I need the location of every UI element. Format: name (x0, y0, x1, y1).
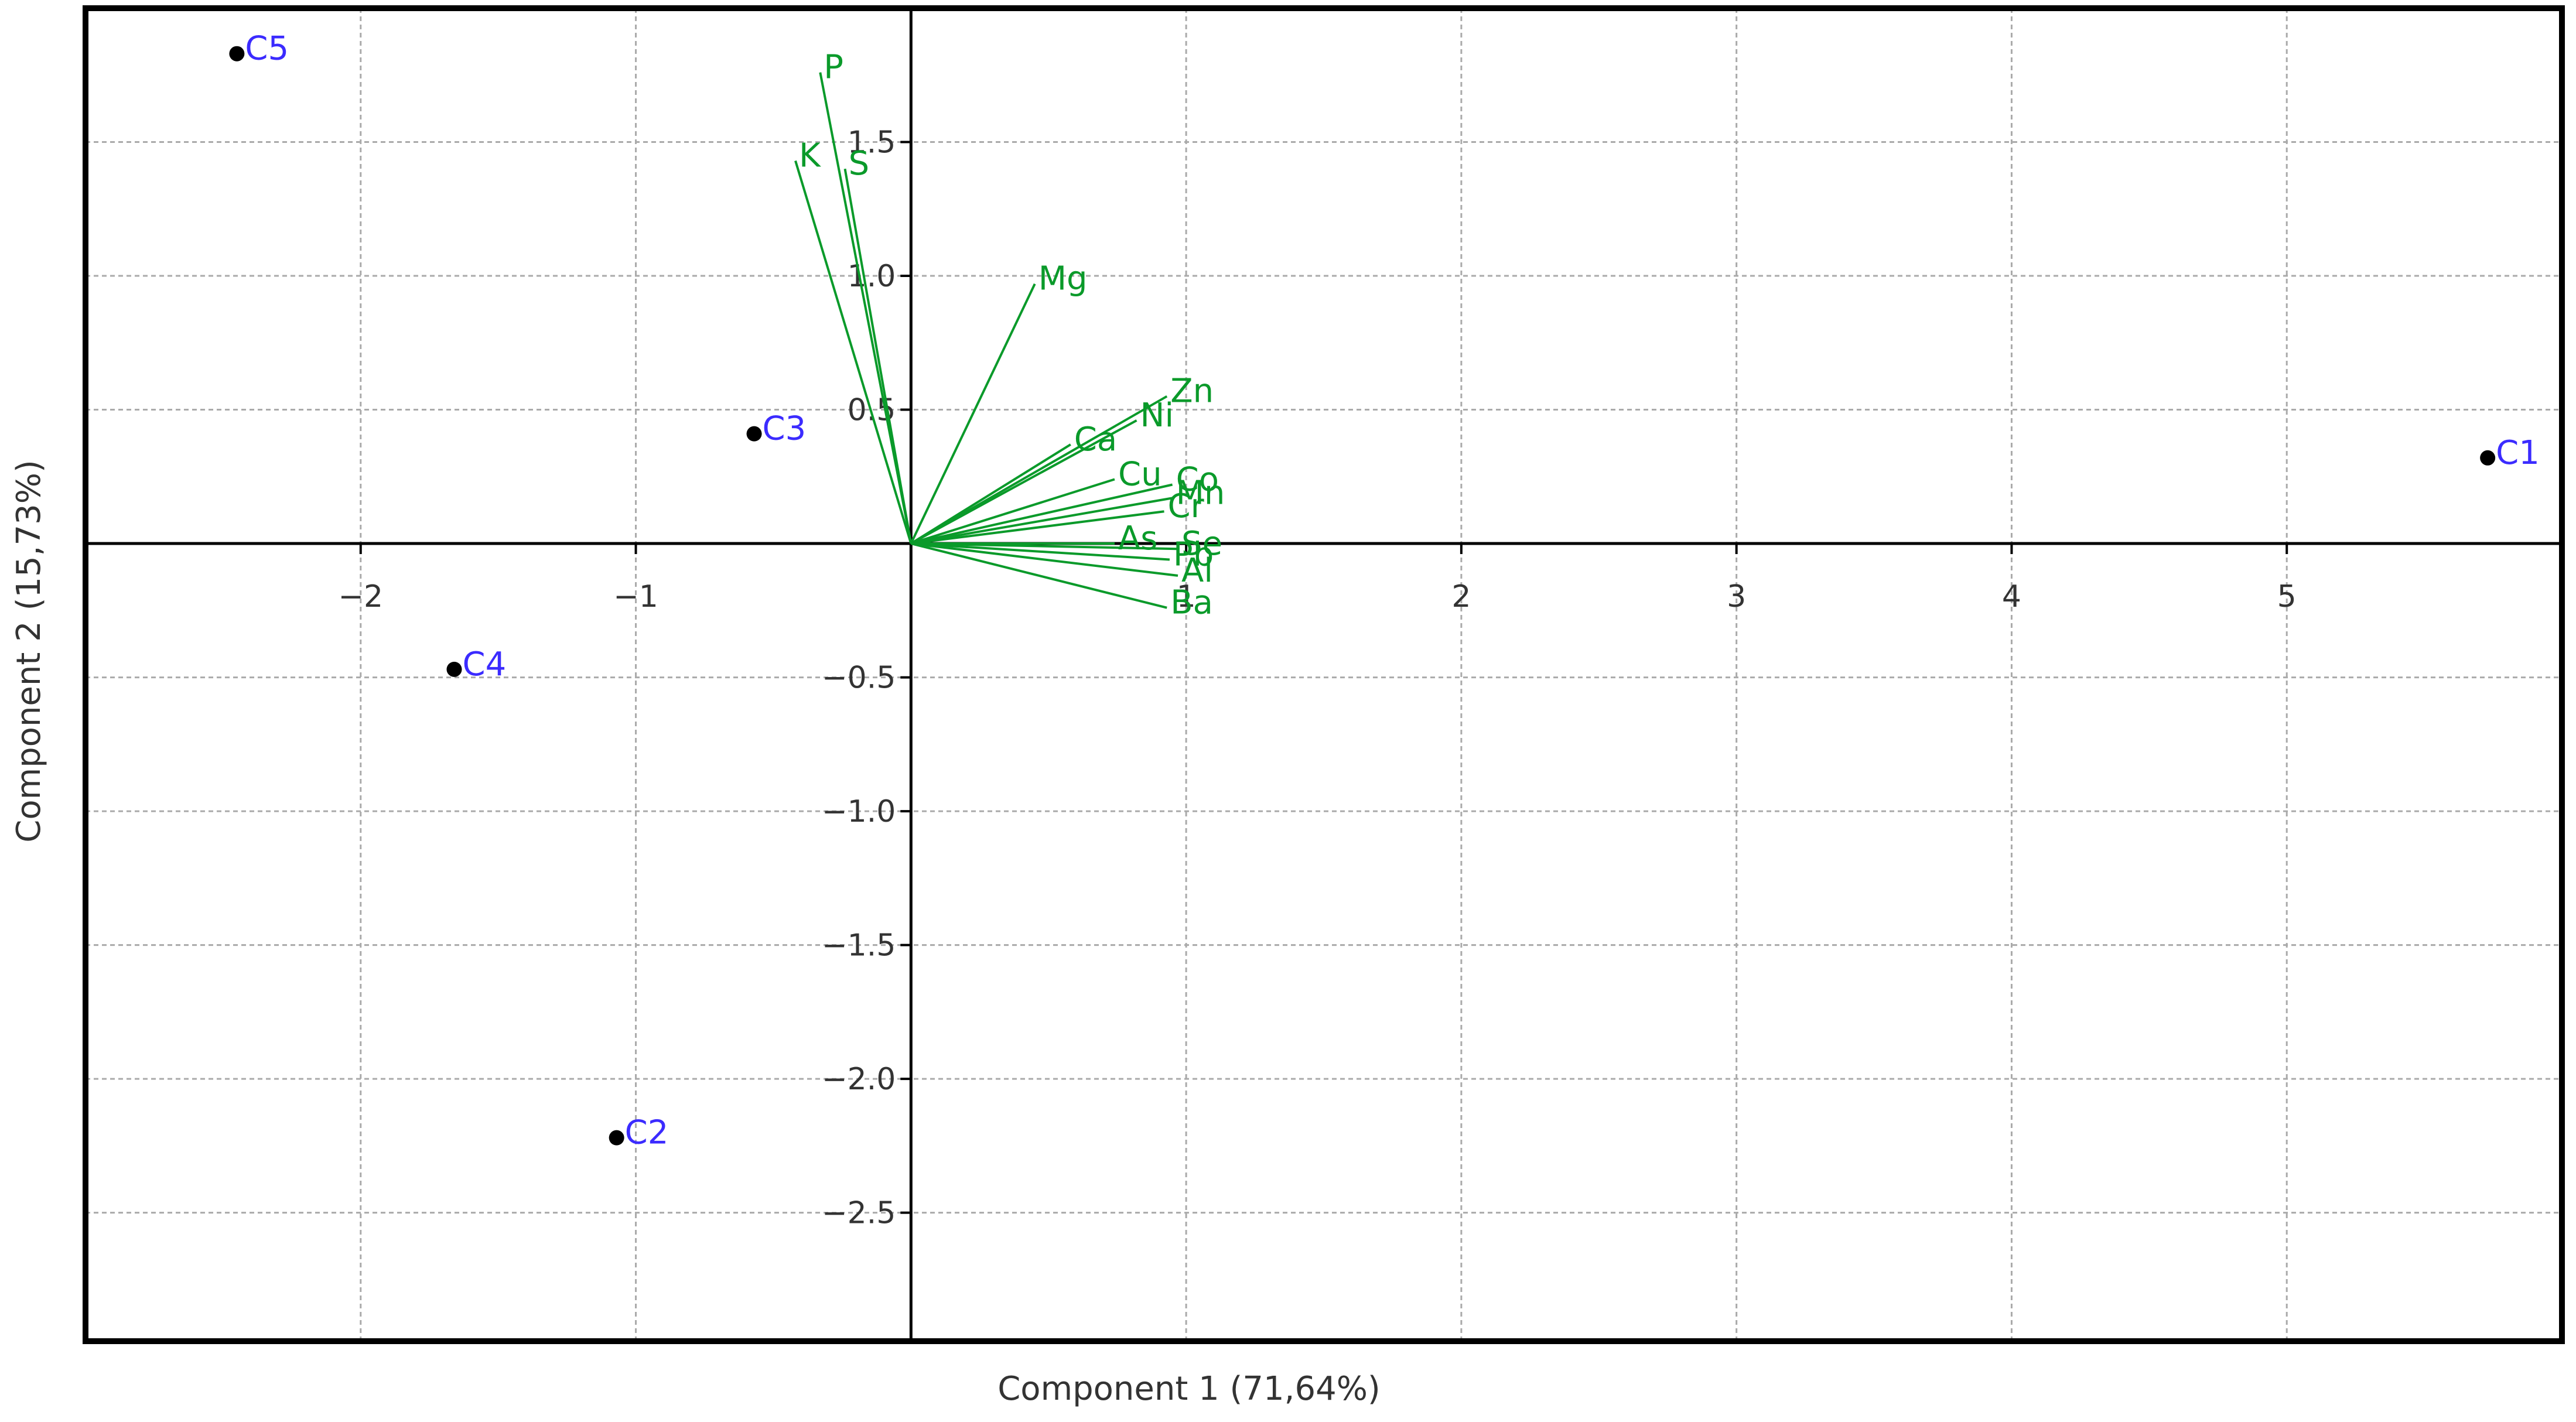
loading-label-as: As (1118, 519, 1157, 558)
loading-label-s: S (849, 145, 870, 183)
x-tick-label: 5 (2277, 579, 2297, 614)
x-tick-label: 3 (1727, 579, 1746, 614)
x-tick-label: 2 (1451, 579, 1471, 614)
y-tick-label: −2.0 (822, 1062, 896, 1097)
observation-point-c4 (446, 661, 462, 677)
observation-label-c1: C1 (2496, 434, 2540, 472)
loading-label-ni: Ni (1140, 396, 1174, 435)
loading-label-cr: Cr (1168, 487, 1205, 525)
observation-point-c3 (746, 426, 762, 442)
loading-label-zn: Zn (1170, 372, 1214, 411)
x-tick-label: 1 (1177, 579, 1196, 614)
y-tick-label: −0.5 (822, 661, 896, 696)
observation-point-c1 (2480, 450, 2496, 466)
y-tick-label: 1.0 (848, 259, 896, 294)
loading-vector-s (843, 168, 913, 544)
loading-label-k: K (799, 137, 821, 175)
loading-label-cu: Cu (1118, 455, 1162, 493)
x-tick-label: 4 (2002, 579, 2021, 614)
x-axis-title: Component 1 (71,64%) (997, 1370, 1381, 1408)
observation-point-c5 (229, 46, 245, 61)
loading-vector-cr (911, 510, 1164, 545)
plot-frame (83, 5, 2565, 1344)
y-tick-label: 1.5 (848, 125, 896, 160)
observation-point-c2 (609, 1130, 624, 1146)
loading-label-al: Al (1181, 552, 1213, 590)
loading-vector-k (794, 160, 913, 544)
loading-label-se: Se (1181, 525, 1222, 563)
loading-label-co: Co (1176, 461, 1219, 499)
loading-label-mg: Mg (1038, 260, 1088, 298)
x-tick-label: −2 (338, 579, 383, 614)
loading-vector-pb (911, 542, 1170, 561)
observation-label-c2: C2 (625, 1114, 669, 1152)
loading-label-pb: Pb (1173, 535, 1214, 573)
loading-label-ba: Ba (1170, 584, 1213, 622)
loading-vector-mn (910, 497, 1173, 545)
loading-vector-co (910, 483, 1173, 545)
axes-layer (86, 8, 2562, 1341)
grid-layer (86, 8, 2562, 1341)
loading-label-p: P (824, 49, 843, 87)
loading-vector-ba (910, 542, 1167, 609)
loading-vector-ca (910, 443, 1071, 545)
observation-label-c3: C3 (763, 410, 807, 448)
loading-vector-ni (910, 419, 1137, 545)
loading-vector-cu (910, 478, 1115, 545)
loading-label-mn: Mn (1176, 474, 1225, 512)
loading-vector-mg (910, 283, 1036, 544)
y-axis-title: Component 2 (15,73%) (10, 460, 48, 843)
loading-vector-p (819, 72, 913, 544)
loading-vector-al (911, 542, 1178, 577)
observation-label-c4: C4 (463, 645, 507, 683)
y-tick-label: −2.5 (822, 1196, 896, 1231)
y-tick-label: −1.5 (822, 928, 896, 963)
loading-vector-se (911, 542, 1178, 551)
observation-points-layer: C1 C2 C3 C4 C5 (229, 30, 2540, 1152)
loading-label-ca: Ca (1074, 421, 1117, 459)
observation-label-c5: C5 (245, 30, 289, 68)
y-tick-label: −1.0 (822, 794, 896, 829)
x-tick-label: −1 (613, 579, 658, 614)
